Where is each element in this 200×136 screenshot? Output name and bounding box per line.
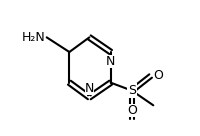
Text: S: S: [128, 84, 136, 97]
Text: H₂N: H₂N: [22, 31, 45, 44]
Text: O: O: [153, 69, 163, 83]
Text: N: N: [106, 55, 115, 68]
Text: O: O: [127, 104, 137, 117]
Text: N: N: [85, 82, 94, 95]
